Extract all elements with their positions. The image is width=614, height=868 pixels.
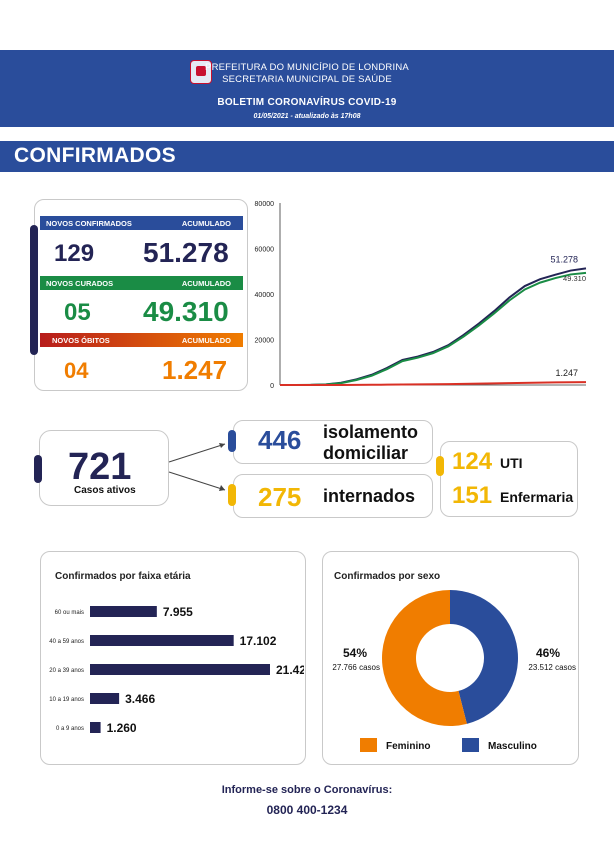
bar <box>90 664 270 675</box>
active-cases-card <box>39 430 169 506</box>
arrow-to-internados <box>168 471 226 491</box>
header-line1: PREFEITURA DO MUNICÍPIO DE LONDRINA <box>205 62 409 73</box>
bar-value-label: 17.102 <box>240 634 277 648</box>
bar <box>90 693 120 704</box>
bar-value-label: 21.425 <box>276 663 304 677</box>
acumulado-label-1: ACUMULADO <box>181 219 231 228</box>
series-line <box>280 267 587 386</box>
donut-slice <box>381 590 467 726</box>
enfermaria-label: Enfermaria <box>500 489 574 505</box>
uti-value: 124 <box>452 448 493 475</box>
bar-category-label: 60 ou mais <box>55 610 84 616</box>
series-end-label: 51.278 <box>550 254 578 264</box>
novos-obitos-value: 04 <box>64 358 89 383</box>
age-chart-card <box>40 551 306 765</box>
sex-chart-card <box>322 551 579 765</box>
novos-curados-label: NOVOS CURADOS <box>46 279 114 288</box>
city-crest-icon <box>190 60 212 84</box>
series-line <box>280 381 587 386</box>
acumulado-label-3: ACUMULADO <box>181 336 231 345</box>
confirmados-strip: NOVOS CONFIRMADOS ACUMULADO <box>40 216 243 230</box>
acumulado-curados-value: 49.310 <box>143 296 229 327</box>
bar-category-label: 0 a 9 anos <box>56 726 84 732</box>
y-tick-label: 60000 <box>255 247 275 254</box>
y-tick-label: 40000 <box>255 292 275 299</box>
acumulado-label-2: ACUMULADO <box>181 279 231 288</box>
active-cases-total: 721 <box>68 446 132 488</box>
internados-value: 275 <box>258 482 302 512</box>
age-bar-chart: 60 ou mais 7.955 40 a 59 anos 17.102 20 a 39… <box>49 605 304 735</box>
bar-value-label: 7.955 <box>163 605 193 619</box>
isolamento-label-1: isolamento <box>323 422 419 442</box>
bar <box>90 635 234 646</box>
feminino-percent: 54% <box>343 646 367 660</box>
novos-confirmados-value: 129 <box>54 240 95 267</box>
bulletin-title: BOLETIM CORONAVÍRUS COVID-19 <box>217 97 397 108</box>
sex-chart-title: Confirmados por sexo <box>334 571 441 582</box>
header-line2: SECRETARIA MUNICIPAL DE SAÚDE <box>222 74 392 85</box>
series-end-label: 1.247 <box>555 368 578 378</box>
series-end-label: 49.310 <box>563 274 586 283</box>
y-tick-label: 80000 <box>255 201 275 208</box>
bulletin-date: 01/05/2021 - atualizado às 17h08 <box>253 113 361 120</box>
section-banner: CONFIRMADOS <box>0 141 614 172</box>
legend-swatch-masculino <box>462 738 479 752</box>
bar-category-label: 10 a 19 anos <box>49 697 84 703</box>
novos-obitos-label: NOVOS ÓBITOS <box>52 336 110 345</box>
bar <box>90 722 101 733</box>
active-accent-bar <box>34 455 42 483</box>
series-line <box>280 271 587 386</box>
internados-label: internados <box>323 486 416 506</box>
acumulado-obitos-value: 1.247 <box>162 355 228 385</box>
curados-strip: NOVOS CURADOS ACUMULADO <box>40 276 243 290</box>
feminino-cases: 27.766 casos <box>332 663 380 672</box>
novos-confirmados-label: NOVOS CONFIRMADOS <box>46 219 132 228</box>
isolamento-accent-bar <box>228 430 236 452</box>
bar <box>90 606 157 617</box>
novos-curados-value: 05 <box>64 299 91 326</box>
section-title: CONFIRMADOS <box>14 144 176 167</box>
isolamento-label-2: domiciliar <box>323 443 409 463</box>
uti-label: UTI <box>500 455 523 471</box>
cumulative-line-chart: 0 20000 40000 60000 80000 51.278 49.310 1.247 <box>255 201 587 390</box>
masculino-cases: 23.512 casos <box>528 663 576 672</box>
summary-card <box>34 199 248 391</box>
bar-category-label: 40 a 59 anos <box>49 639 84 645</box>
footer-info: Informe-se sobre o Coronavírus: <box>221 784 393 796</box>
bar-value-label: 3.466 <box>125 692 155 706</box>
footer-phone: 0800 400-1234 <box>266 803 348 817</box>
page-header: PREFEITURA DO MUNICÍPIO DE LONDRINA SECR… <box>0 50 614 127</box>
uti-accent-bar <box>436 456 444 476</box>
sex-donut-chart: 54% 27.766 casos 46% 23.512 casos Feminino Ma… <box>332 590 576 752</box>
y-tick-label: 20000 <box>255 338 275 345</box>
arrow-to-isolamento <box>168 443 226 463</box>
arrowhead-isolamento <box>219 443 225 448</box>
legend-label-feminino: Feminino <box>386 741 430 752</box>
arrowhead-internados <box>219 485 225 491</box>
uti-enfermaria-card <box>440 441 578 517</box>
donut-slice <box>450 590 518 724</box>
active-arrows <box>168 443 226 491</box>
y-tick-label: 0 <box>270 383 274 390</box>
masculino-percent: 46% <box>536 646 560 660</box>
acumulado-confirmados-value: 51.278 <box>143 237 229 268</box>
legend-label-masculino: Masculino <box>488 741 537 752</box>
age-chart-title: Confirmados por faixa etária <box>55 571 191 582</box>
summary-accent-bar <box>30 225 38 355</box>
legend-swatch-feminino <box>360 738 377 752</box>
bar-category-label: 20 a 39 anos <box>49 668 84 674</box>
isolamento-value: 446 <box>258 425 302 455</box>
enfermaria-value: 151 <box>452 482 493 509</box>
obitos-strip: NOVOS ÓBITOS ACUMULADO <box>40 333 243 347</box>
active-cases-label: Casos ativos <box>74 485 136 496</box>
internados-accent-bar <box>228 484 236 506</box>
bar-value-label: 1.260 <box>107 721 137 735</box>
